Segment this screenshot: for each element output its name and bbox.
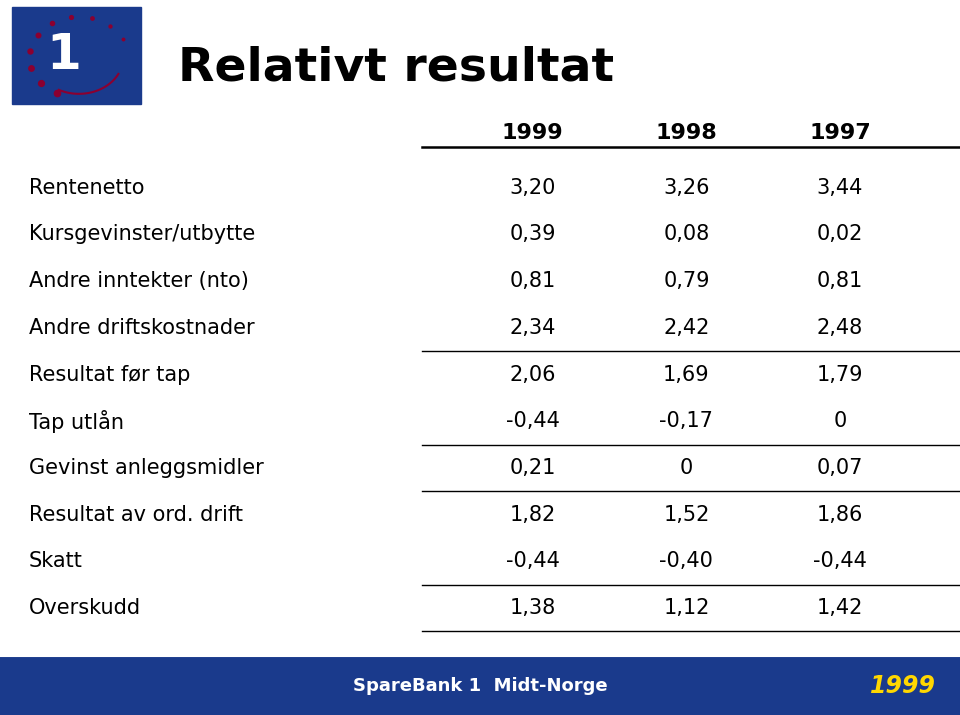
Text: 2,34: 2,34 xyxy=(510,318,556,338)
Text: 3,26: 3,26 xyxy=(663,178,709,198)
Text: Kursgevinster/utbytte: Kursgevinster/utbytte xyxy=(29,225,255,245)
Text: Resultat før tap: Resultat før tap xyxy=(29,365,190,385)
Text: 1,69: 1,69 xyxy=(663,365,709,385)
Text: Overskudd: Overskudd xyxy=(29,598,141,618)
Text: Tap utlån: Tap utlån xyxy=(29,410,124,433)
Text: 1998: 1998 xyxy=(656,123,717,143)
Text: Relativt resultat: Relativt resultat xyxy=(178,46,613,90)
Text: 1,38: 1,38 xyxy=(510,598,556,618)
Text: 2,06: 2,06 xyxy=(510,365,556,385)
Text: 0,07: 0,07 xyxy=(817,458,863,478)
Text: 0,81: 0,81 xyxy=(817,271,863,291)
Text: Gevinst anleggsmidler: Gevinst anleggsmidler xyxy=(29,458,264,478)
Text: -0,44: -0,44 xyxy=(813,551,867,571)
Text: 2,48: 2,48 xyxy=(817,318,863,338)
Text: 1,79: 1,79 xyxy=(817,365,863,385)
Text: -0,17: -0,17 xyxy=(660,411,713,431)
Text: 0,02: 0,02 xyxy=(817,225,863,245)
Text: 3,44: 3,44 xyxy=(817,178,863,198)
Text: 1,52: 1,52 xyxy=(663,505,709,525)
Text: -0,40: -0,40 xyxy=(660,551,713,571)
Text: -0,44: -0,44 xyxy=(506,411,560,431)
Text: 1999: 1999 xyxy=(870,674,936,698)
Text: Rentenetto: Rentenetto xyxy=(29,178,144,198)
Text: Skatt: Skatt xyxy=(29,551,83,571)
Bar xyxy=(0,656,960,715)
Text: 0: 0 xyxy=(680,458,693,478)
Text: 3,20: 3,20 xyxy=(510,178,556,198)
Text: 0,08: 0,08 xyxy=(663,225,709,245)
Text: 1,12: 1,12 xyxy=(663,598,709,618)
Text: 1,42: 1,42 xyxy=(817,598,863,618)
Text: Resultat av ord. drift: Resultat av ord. drift xyxy=(29,505,243,525)
Text: 0,81: 0,81 xyxy=(510,271,556,291)
Text: 1999: 1999 xyxy=(502,123,564,143)
Text: 0,79: 0,79 xyxy=(663,271,709,291)
Text: Andre inntekter (nto): Andre inntekter (nto) xyxy=(29,271,249,291)
Text: 0: 0 xyxy=(833,411,847,431)
Text: Andre driftskostnader: Andre driftskostnader xyxy=(29,318,254,338)
Text: -0,44: -0,44 xyxy=(506,551,560,571)
Text: 0,39: 0,39 xyxy=(510,225,556,245)
Text: 1: 1 xyxy=(46,31,81,79)
Bar xyxy=(12,7,141,104)
Text: 1,86: 1,86 xyxy=(817,505,863,525)
Text: 1,82: 1,82 xyxy=(510,505,556,525)
Text: 0,21: 0,21 xyxy=(510,458,556,478)
Text: 2,42: 2,42 xyxy=(663,318,709,338)
Text: SpareBank 1  Midt-Norge: SpareBank 1 Midt-Norge xyxy=(352,676,608,695)
Text: 1997: 1997 xyxy=(809,123,871,143)
